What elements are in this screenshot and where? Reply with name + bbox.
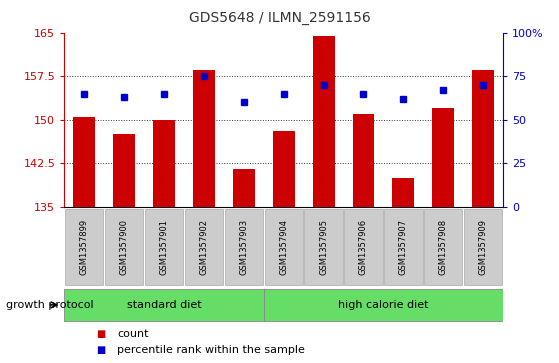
- Bar: [233, 169, 255, 207]
- Text: GSM1357902: GSM1357902: [200, 219, 209, 275]
- Bar: [273, 131, 295, 207]
- Text: GSM1357908: GSM1357908: [439, 219, 448, 275]
- Bar: [73, 117, 95, 207]
- Bar: [153, 120, 175, 207]
- Bar: [353, 114, 375, 207]
- FancyBboxPatch shape: [225, 208, 263, 285]
- Text: GSM1357900: GSM1357900: [120, 219, 129, 275]
- Text: GSM1357909: GSM1357909: [479, 219, 487, 275]
- Bar: [432, 108, 454, 207]
- FancyBboxPatch shape: [64, 289, 264, 321]
- FancyBboxPatch shape: [424, 208, 462, 285]
- FancyBboxPatch shape: [145, 208, 183, 285]
- Text: GSM1357903: GSM1357903: [239, 219, 248, 275]
- FancyBboxPatch shape: [384, 208, 423, 285]
- Text: GSM1357906: GSM1357906: [359, 219, 368, 275]
- Text: percentile rank within the sample: percentile rank within the sample: [117, 345, 305, 355]
- Bar: [472, 70, 494, 207]
- FancyBboxPatch shape: [65, 208, 103, 285]
- FancyBboxPatch shape: [185, 208, 223, 285]
- FancyBboxPatch shape: [305, 208, 343, 285]
- Bar: [113, 134, 135, 207]
- Bar: [312, 36, 334, 207]
- Text: GSM1357907: GSM1357907: [399, 219, 408, 275]
- Bar: [392, 178, 414, 207]
- Bar: [193, 70, 215, 207]
- Text: standard diet: standard diet: [127, 300, 201, 310]
- FancyBboxPatch shape: [264, 208, 303, 285]
- FancyBboxPatch shape: [464, 208, 503, 285]
- FancyBboxPatch shape: [264, 289, 503, 321]
- Text: GSM1357901: GSM1357901: [159, 219, 168, 275]
- Text: growth protocol: growth protocol: [6, 300, 93, 310]
- Text: GSM1357899: GSM1357899: [80, 219, 89, 275]
- FancyBboxPatch shape: [344, 208, 382, 285]
- Text: GDS5648 / ILMN_2591156: GDS5648 / ILMN_2591156: [188, 11, 371, 25]
- Text: GSM1357904: GSM1357904: [279, 219, 288, 275]
- Text: ■: ■: [96, 345, 105, 355]
- FancyBboxPatch shape: [105, 208, 143, 285]
- Text: high calorie diet: high calorie diet: [338, 300, 429, 310]
- Text: ■: ■: [96, 329, 105, 339]
- Text: count: count: [117, 329, 149, 339]
- Text: GSM1357905: GSM1357905: [319, 219, 328, 275]
